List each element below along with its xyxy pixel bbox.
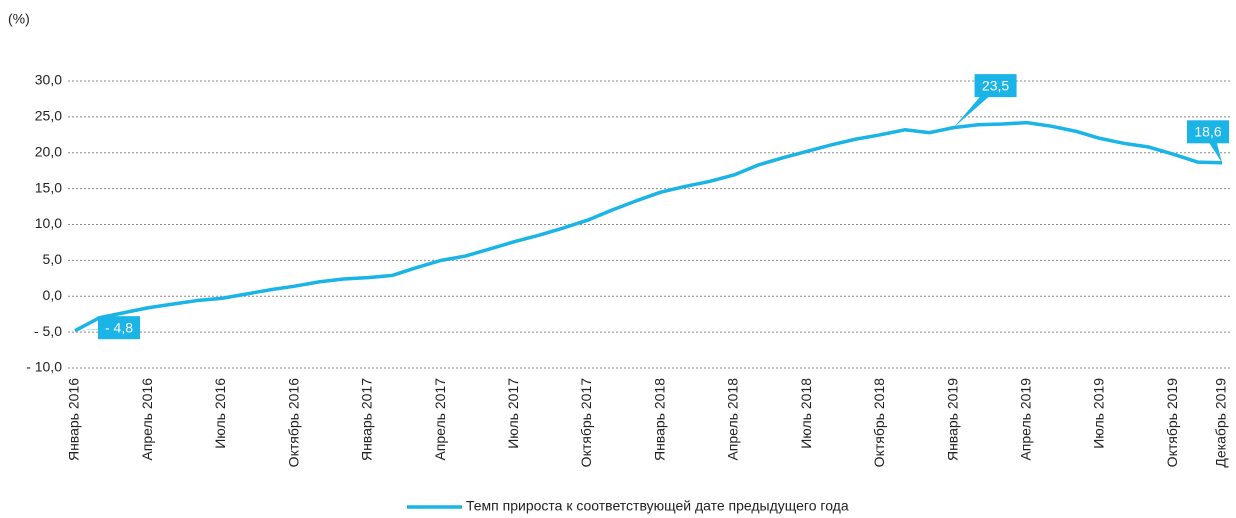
legend-label: Темп прироста к соответствующей дате пре… (466, 498, 849, 514)
data-line (74, 120, 1223, 333)
x-tick-label: Июль 2017 (505, 378, 521, 449)
x-tick-label: Январь 2018 (651, 378, 667, 461)
label-box (974, 74, 1017, 98)
x-tick-label: Декабрь 2019 (1213, 378, 1229, 468)
x-tick-label: Октябрь 2019 (1164, 378, 1180, 468)
label-box (98, 316, 140, 340)
x-tick-label: Апрель 2019 (1017, 378, 1033, 461)
y-tick-label: 15,0 (35, 179, 62, 195)
x-tick-label: Октябрь 2017 (578, 378, 594, 468)
x-tick-label: Июль 2019 (1091, 378, 1107, 449)
x-tick-label: Апрель 2017 (432, 378, 448, 461)
data-label: - 4,8 (105, 319, 133, 335)
chart-subtitle: (%) (8, 11, 30, 27)
y-tick-label: - 5,0 (34, 323, 62, 339)
y-tick-label: 10,0 (35, 215, 62, 231)
x-tick-label: Октябрь 2018 (871, 378, 887, 468)
x-tick-label: Январь 2017 (359, 378, 375, 461)
data-label: 23,5 (982, 77, 1009, 93)
y-tick-label: 20,0 (35, 143, 62, 159)
y-tick-label: 30,0 (35, 72, 62, 88)
y-tick-label: - 10,0 (26, 359, 62, 375)
label-box (1187, 120, 1229, 144)
x-tick-label: Апрель 2018 (725, 378, 741, 461)
y-tick-label: 25,0 (35, 108, 62, 124)
y-tick-label: 0,0 (43, 287, 63, 303)
x-tick-label: Июль 2016 (212, 378, 228, 449)
y-tick-label: 5,0 (43, 251, 63, 267)
x-tick-label: Апрель 2016 (139, 378, 155, 461)
x-tick-label: Октябрь 2016 (285, 378, 301, 468)
x-tick-label: Июль 2018 (798, 378, 814, 449)
data-label: 18,6 (1194, 123, 1221, 139)
x-tick-label: Январь 2016 (66, 378, 82, 461)
x-tick-label: Январь 2019 (944, 378, 960, 461)
